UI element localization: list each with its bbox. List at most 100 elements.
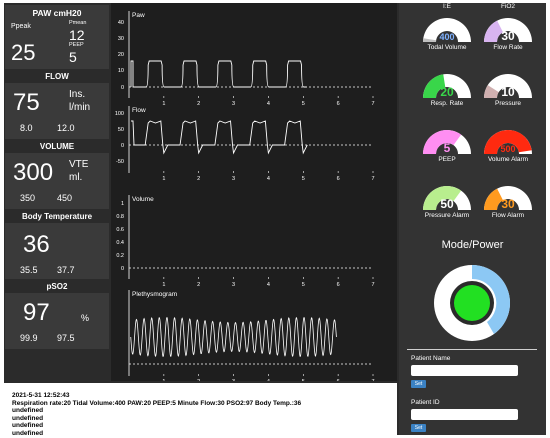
mode-power-dial[interactable] [399,255,546,355]
x-tick-label: 6 [337,176,340,182]
event-log: 2021-5-31 12:52:43 Respiration rate:20 T… [4,383,397,435]
gauge-fill [423,130,462,154]
x-tick-label: 4 [267,176,270,182]
volume-chart: 1 0.8 0.6 0.4 0.2 0 1 2 3 4 5 6 7 Volume [116,195,375,288]
x-tick-label: 2 [197,101,200,107]
flow-header: FLOW [5,71,109,82]
x-tick-label: 7 [371,176,374,182]
x-tick-label: 2 [197,282,200,288]
y-tick-label: 1 [121,201,124,207]
volume-low: 350 [20,193,36,203]
gauge-value: 10 [501,85,515,99]
flow-unit-1: Ins. [69,89,86,100]
peep-value: 5 [69,49,77,65]
y-tick-label: 30 [118,36,124,42]
log-line: undefined [12,429,44,435]
ppeak-label: Ppeak [11,23,31,30]
pso2-value: 97 [23,299,50,326]
y-tick-label: -50 [116,159,124,165]
pmean-label: Pmean [69,20,87,26]
gauge-fill [484,188,504,210]
volume-unit-1: VTE [69,159,89,170]
y-tick-label: 0 [121,143,124,149]
y-tick-label: 0.6 [116,227,124,233]
flow-unit-2: l/min [69,102,91,113]
gauge-value: 1 [444,3,451,6]
paw-header: PAW cmH20 [32,8,82,18]
x-tick-label: 3 [232,101,235,107]
flow-value: 75 [13,89,40,116]
y-tick-label: 0.2 [116,253,124,259]
gauge-i-e: 1 [444,3,451,6]
x-tick-label: 6 [337,101,340,107]
temp-header: Body Temperature [5,211,109,222]
paw-chart-title: Paw [132,12,145,19]
flow-low: 8.0 [20,123,33,133]
gauge-label: Todal Volume [427,44,467,51]
log-line: 2021-5-31 12:52:43 [12,392,70,399]
gauge-value: 20 [440,85,454,99]
log-line: Respiration rate:20 Tidal Volume:400 PAW… [12,399,302,407]
gauge-peep: 5 [423,130,471,155]
paw-waveform [130,60,307,88]
mode-ring-blue [472,265,511,334]
gauge-value: 30 [501,197,515,211]
gauge-label: Pressure [494,100,521,107]
patient-id-input[interactable] [411,409,518,420]
patient-id-label: Patient ID [411,399,440,406]
patient-name-input[interactable] [411,365,518,376]
gauge-label: Flow Rate [493,44,523,51]
gauge-pressure-alarm: 50 [423,186,471,211]
pso2-unit: % [81,313,90,323]
mode-title: Mode/Power [441,239,504,251]
gauge-label: PEEP [438,156,456,163]
ventilator-dashboard: PAW cmH20 Ppeak 25 Pmean 12 PEEP 5 FLOW … [4,3,546,435]
patient-name-label: Patient Name [411,355,451,362]
gauge-label: Volume Alarm [487,156,529,163]
y-tick-label: 50 [118,127,124,133]
ppeak-value: 25 [11,40,36,65]
gauge-fill [423,74,446,98]
gauge-value: 5 [444,141,451,155]
pso2-low: 99.9 [20,333,38,343]
x-tick-label: 4 [267,379,270,381]
gauge-flow-rate: 30 [484,18,532,43]
pso2-panel: 97 % 99.9 97.5 [5,293,109,349]
y-tick-label: 0 [121,266,124,272]
patient-id-set-button[interactable]: Set [411,424,426,432]
y-tick-label: 0.8 [116,214,124,220]
gauge-label: Flow Alarm [491,212,525,219]
y-tick-label: 0.4 [116,240,124,246]
gauge-track [423,18,471,42]
gauge-label: FiO2 [500,3,516,10]
x-tick-label: 4 [267,282,270,288]
pleth-chart-title: Plethysmogram [132,291,177,298]
y-tick-label: 20 [118,52,124,58]
divider [407,349,537,350]
flow-waveform [131,120,308,155]
x-tick-label: 7 [371,101,374,107]
y-tick-label: 10 [118,68,124,74]
x-tick-label: 7 [371,282,374,288]
x-tick-label: 2 [197,379,200,381]
gauge-fill [484,20,504,42]
flow-panel: 75 Ins. l/min 8.0 12.0 [5,83,109,139]
temp-value: 36 [23,231,50,258]
paw-chart: 40 30 20 10 0 1 2 3 4 5 6 7 Paw [118,11,375,107]
gauge-flow-alarm: 30 [484,186,532,211]
y-tick-label: 0 [121,85,124,91]
gauge-grid: 400 30 20 10 5 500 50 30 1 30 [423,3,532,211]
gauge-resp-rate: 20 [423,74,471,99]
patient-name-set-button[interactable]: Set [411,380,426,388]
x-tick-label: 1 [162,282,165,288]
gauge-fill [484,85,499,98]
gauge-value: 30 [501,3,515,6]
x-tick-label: 5 [302,379,305,381]
log-line: undefined [12,422,44,430]
x-tick-label: 5 [302,101,305,107]
volume-value: 300 [13,159,54,186]
x-tick-label: 1 [162,379,165,381]
gauge-fill [484,130,532,154]
flow-chart: 100 50 0 -50 1 2 3 4 5 6 7 Flow [115,106,375,182]
